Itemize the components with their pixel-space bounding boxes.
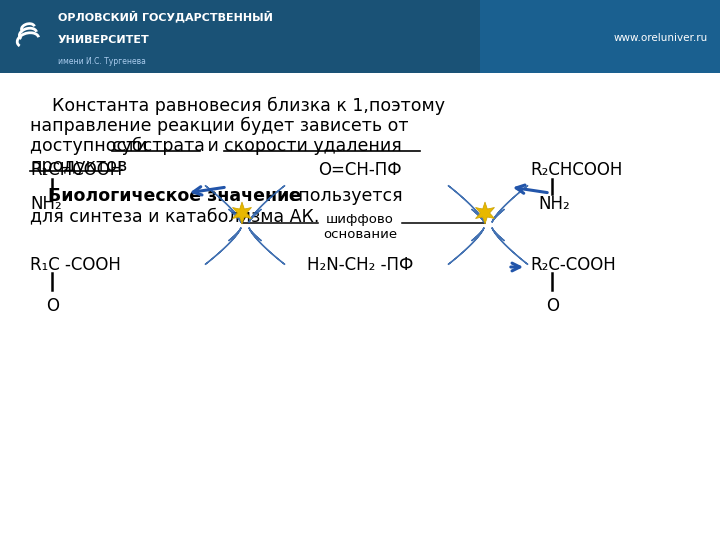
- Text: Константа равновесия близка к 1,поэтому: Константа равновесия близка к 1,поэтому: [30, 97, 445, 115]
- Text: УНИВЕРСИТЕТ: УНИВЕРСИТЕТ: [58, 35, 150, 45]
- Text: имени И.С. Тургенева: имени И.С. Тургенева: [58, 57, 146, 66]
- Text: скорости удаления: скорости удаления: [224, 137, 402, 155]
- Polygon shape: [492, 185, 528, 222]
- Polygon shape: [475, 202, 495, 224]
- Text: O: O: [546, 297, 559, 315]
- Bar: [480, 0, 720, 73]
- Polygon shape: [205, 185, 241, 222]
- Text: ОРЛОВСКИЙ ГОСУДАРСТВЕННЫЙ: ОРЛОВСКИЙ ГОСУДАРСТВЕННЫЙ: [58, 11, 273, 23]
- Polygon shape: [205, 228, 241, 265]
- Bar: [0, 0, 720, 73]
- Text: и: и: [202, 137, 225, 155]
- Text: www.oreluniver.ru: www.oreluniver.ru: [613, 33, 708, 43]
- Polygon shape: [249, 185, 285, 222]
- Text: Биологическое значение: Биологическое значение: [48, 187, 301, 205]
- Polygon shape: [448, 228, 484, 265]
- Text: H₂N-CH₂ -ПФ: H₂N-CH₂ -ПФ: [307, 256, 413, 274]
- Text: для синтеза и катаболизма АК.: для синтеза и катаболизма АК.: [30, 207, 320, 225]
- Text: NH₂: NH₂: [538, 195, 570, 213]
- Text: O: O: [46, 297, 59, 315]
- Text: NH₂: NH₂: [30, 195, 62, 213]
- Text: R₂CHCOOH: R₂CHCOOH: [530, 161, 622, 179]
- Polygon shape: [249, 228, 285, 265]
- Polygon shape: [448, 185, 484, 222]
- Text: направление реакции будет зависеть от: направление реакции будет зависеть от: [30, 117, 408, 135]
- Text: продуктов: продуктов: [30, 157, 127, 175]
- Text: R₁CHCOOH: R₁CHCOOH: [30, 161, 122, 179]
- Text: R₁C -COOH: R₁C -COOH: [30, 256, 121, 274]
- Text: : используется: : используется: [266, 187, 402, 205]
- Text: R₂C-COOH: R₂C-COOH: [530, 256, 616, 274]
- Polygon shape: [233, 202, 251, 224]
- Text: субстрата: субстрата: [112, 137, 205, 155]
- Text: .: .: [118, 157, 124, 175]
- Text: шиффово
основание: шиффово основание: [323, 213, 397, 241]
- Polygon shape: [492, 228, 528, 265]
- Text: доступности: доступности: [30, 137, 153, 155]
- Text: O=CH-ПФ: O=CH-ПФ: [318, 161, 402, 179]
